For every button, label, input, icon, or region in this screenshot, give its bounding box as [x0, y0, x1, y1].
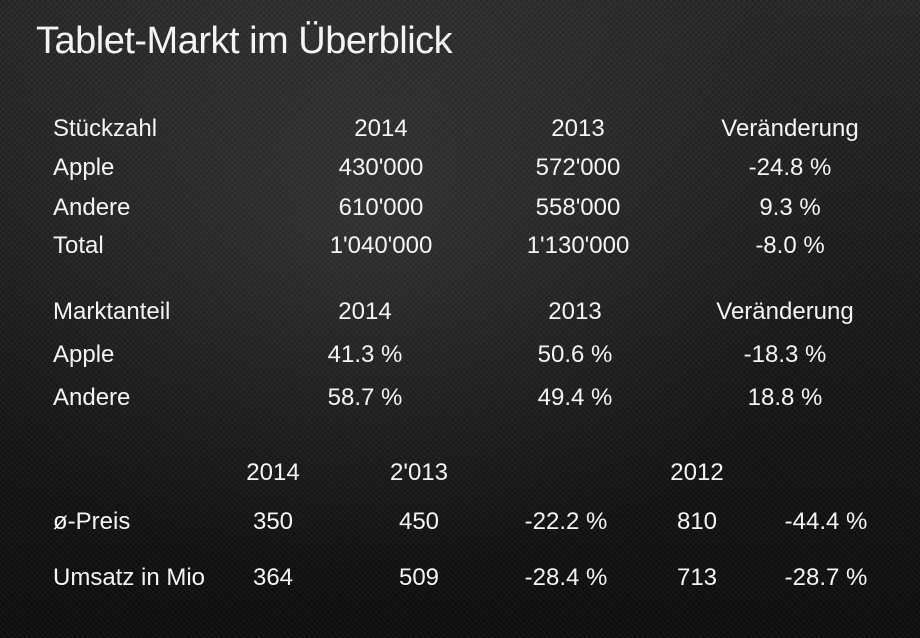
share-header-label: Marktanteil [53, 298, 171, 325]
slide-title: Tablet-Markt im Überblick [36, 20, 453, 62]
units-row-total-2013: 1'130'000 [526, 232, 630, 259]
units-header-label: Stückzahl [53, 115, 158, 142]
price-row-umsatz-2012: 713 [676, 564, 718, 591]
units-row-andere-change: 9.3 % [759, 194, 821, 221]
units-header-2014: 2014 [354, 115, 408, 142]
share-row-apple-2014: 41.3 % [327, 341, 403, 368]
units-row-total-2014: 1'040'000 [329, 232, 433, 259]
share-row-andere-2013: 49.4 % [537, 384, 613, 411]
units-row-apple-2013: 572'000 [535, 154, 621, 181]
units-row-apple-2014: 430'000 [338, 154, 424, 181]
share-row-apple-change: -18.3 % [743, 341, 827, 368]
share-row-andere-2014: 58.7 % [327, 384, 403, 411]
units-header-change: Veränderung [721, 115, 859, 142]
price-row-preis-2013: 450 [398, 508, 440, 535]
price-header-2012: 2012 [670, 459, 724, 486]
units-row-apple-label: Apple [53, 154, 115, 181]
units-row-apple-change: -24.8 % [748, 154, 832, 181]
share-header-change: Veränderung [716, 298, 854, 325]
price-row-preis-change-2012: -44.4 % [784, 508, 868, 535]
price-row-preis-2012: 810 [676, 508, 718, 535]
price-row-umsatz-change-2012: -28.7 % [784, 564, 868, 591]
price-row-umsatz-2013: 509 [398, 564, 440, 591]
units-row-andere-label: Andere [53, 194, 131, 221]
price-row-umsatz-change-2013: -28.4 % [524, 564, 608, 591]
price-row-preis-change-2013: -22.2 % [524, 508, 608, 535]
units-row-andere-2013: 558'000 [535, 194, 621, 221]
price-header-2013: 2'013 [390, 459, 448, 486]
price-row-preis-2014: 350 [252, 508, 294, 535]
share-row-apple-label: Apple [53, 341, 115, 368]
units-row-total-label: Total [53, 232, 104, 259]
units-header-2013: 2013 [551, 115, 605, 142]
price-row-umsatz-2014: 364 [252, 564, 294, 591]
price-row-preis-label: ø-Preis [53, 508, 131, 535]
share-header-2014: 2014 [338, 298, 392, 325]
share-row-apple-2013: 50.6 % [537, 341, 613, 368]
units-row-total-change: -8.0 % [755, 232, 825, 259]
price-row-umsatz-label: Umsatz in Mio [53, 564, 206, 591]
units-row-andere-2014: 610'000 [338, 194, 424, 221]
share-row-andere-change: 18.8 % [747, 384, 823, 411]
price-header-2014: 2014 [246, 459, 300, 486]
share-header-2013: 2013 [548, 298, 602, 325]
share-row-andere-label: Andere [53, 384, 131, 411]
